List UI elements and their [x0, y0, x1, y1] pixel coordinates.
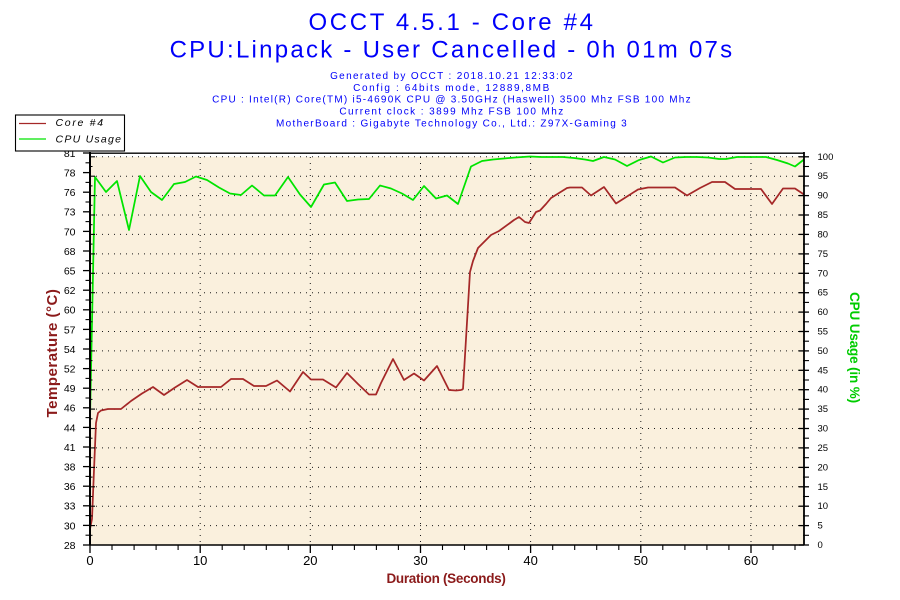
svg-text:33: 33 [64, 501, 76, 513]
svg-text:25: 25 [818, 443, 829, 454]
svg-text:60: 60 [818, 307, 829, 318]
svg-text:65: 65 [818, 288, 829, 299]
svg-text:Config : 64bits mode, 12889,8M: Config : 64bits mode, 12889,8MB [353, 83, 551, 94]
svg-text:0: 0 [86, 553, 93, 568]
svg-text:65: 65 [64, 266, 76, 278]
svg-text:52: 52 [64, 364, 76, 376]
svg-text:30: 30 [413, 553, 427, 568]
svg-text:54: 54 [64, 344, 76, 356]
svg-text:57: 57 [64, 324, 76, 336]
svg-text:30: 30 [64, 520, 76, 532]
svg-text:20: 20 [818, 462, 829, 473]
svg-text:0: 0 [818, 540, 823, 551]
svg-text:10: 10 [193, 553, 207, 568]
svg-text:20: 20 [303, 553, 317, 568]
svg-text:70: 70 [818, 268, 829, 279]
svg-text:CPU:Linpack - User Cancelled -: CPU:Linpack - User Cancelled - 0h 01m 07… [170, 37, 735, 64]
svg-text:Generated by OCCT : 2018.10.21: Generated by OCCT : 2018.10.21 12:33:02 [330, 71, 574, 82]
svg-text:70: 70 [64, 226, 76, 238]
svg-text:50: 50 [634, 553, 648, 568]
svg-text:85: 85 [818, 210, 829, 221]
svg-text:38: 38 [64, 462, 76, 474]
svg-text:5: 5 [818, 521, 823, 532]
svg-text:78: 78 [64, 168, 76, 180]
svg-text:80: 80 [818, 229, 829, 240]
svg-text:75: 75 [818, 249, 829, 260]
svg-text:40: 40 [818, 385, 829, 396]
svg-text:55: 55 [818, 327, 829, 338]
svg-text:28: 28 [64, 540, 76, 552]
svg-text:60: 60 [64, 305, 76, 317]
svg-text:CPU : Intel(R) Core(TM) i5-469: CPU : Intel(R) Core(TM) i5-4690K CPU @ 3… [212, 95, 692, 106]
svg-text:30: 30 [818, 424, 829, 435]
svg-text:81: 81 [64, 148, 76, 160]
svg-text:90: 90 [818, 191, 829, 202]
svg-text:Core #4: Core #4 [56, 117, 105, 129]
svg-text:CPU Usage (in %): CPU Usage (in %) [847, 292, 862, 403]
svg-text:49: 49 [64, 383, 76, 395]
svg-text:68: 68 [64, 246, 76, 258]
svg-text:10: 10 [818, 501, 829, 512]
svg-text:73: 73 [64, 207, 76, 219]
svg-text:Current clock : 3899 Mhz FSB 1: Current clock : 3899 Mhz FSB 100 Mhz [339, 107, 564, 118]
svg-text:41: 41 [64, 442, 76, 454]
svg-text:76: 76 [64, 187, 76, 199]
svg-text:45: 45 [818, 365, 829, 376]
svg-text:60: 60 [744, 553, 758, 568]
svg-text:35: 35 [818, 404, 829, 415]
svg-text:40: 40 [523, 553, 537, 568]
svg-text:MotherBoard : Gigabyte Technol: MotherBoard : Gigabyte Technology Co., L… [276, 119, 628, 130]
svg-text:62: 62 [64, 285, 76, 297]
svg-text:OCCT 4.5.1 - Core #4: OCCT 4.5.1 - Core #4 [308, 9, 595, 36]
svg-text:95: 95 [818, 171, 829, 182]
svg-text:15: 15 [818, 482, 829, 493]
svg-text:CPU Usage: CPU Usage [56, 133, 123, 145]
svg-text:Duration (Seconds): Duration (Seconds) [386, 571, 505, 586]
svg-text:46: 46 [64, 403, 76, 415]
svg-text:50: 50 [818, 346, 829, 357]
svg-text:100: 100 [818, 152, 834, 163]
svg-text:36: 36 [64, 481, 76, 493]
svg-text:44: 44 [64, 422, 76, 434]
svg-text:Temperature (°C): Temperature (°C) [44, 289, 61, 418]
